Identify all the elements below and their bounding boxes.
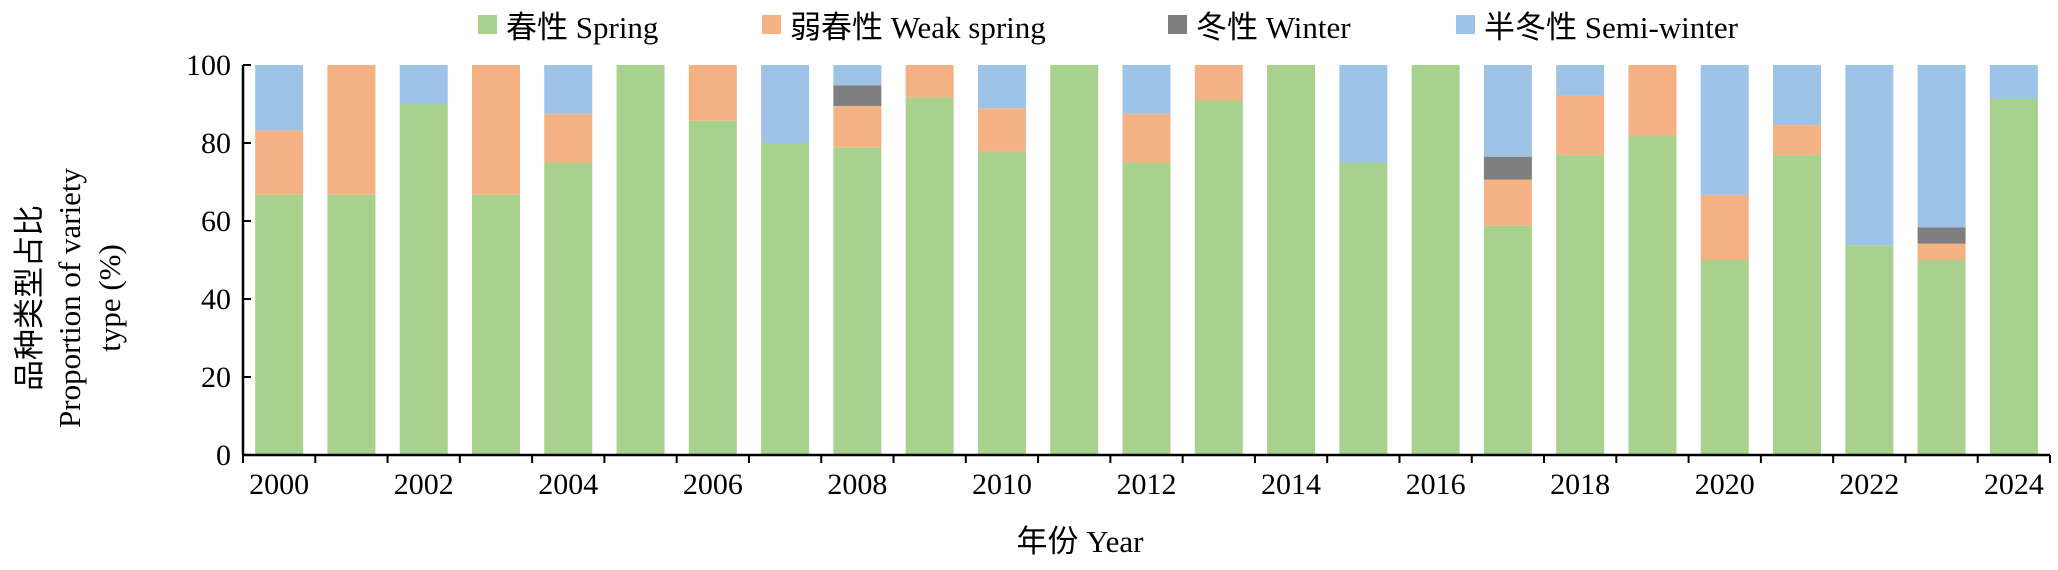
- bars: [255, 65, 2038, 456]
- bar-segment-2000-series-3: [255, 65, 304, 131]
- bar-segment-2001-series-0: [327, 194, 376, 455]
- bar-segment-2007-series-0: [761, 143, 810, 455]
- bar-segment-2004-series-0: [544, 162, 593, 455]
- bar-segment-2022-series-3: [1845, 65, 1894, 246]
- bar-segment-2023-series-3: [1917, 65, 1966, 228]
- x-tick-label-2012: 2012: [1117, 468, 1177, 501]
- bar-segment-2003-series-1: [471, 65, 520, 195]
- bar-segment-2012-series-1: [1122, 113, 1171, 163]
- bar-segment-2003-series-0: [471, 194, 520, 455]
- bar-segment-2000-series-1: [255, 130, 304, 195]
- bar-segment-2023-series-2: [1917, 227, 1966, 244]
- x-tick-label-2020: 2020: [1695, 468, 1755, 501]
- bar-segment-2010-series-0: [977, 151, 1026, 455]
- x-tick-label-2016: 2016: [1406, 468, 1466, 501]
- bar-segment-2019-series-0: [1628, 135, 1677, 456]
- legend-swatch-0: [478, 15, 497, 34]
- bar-segment-2016-series-0: [1411, 65, 1460, 455]
- axes: 0 20 40 60 80 100 2000 2002 2004 2006 2008 2010 2012…: [186, 49, 2051, 501]
- bar-segment-2013-series-0: [1194, 100, 1243, 456]
- x-tick-label-2022: 2022: [1839, 468, 1899, 501]
- legend-label-1: 弱春性 Weak spring: [790, 10, 1046, 45]
- y-axis-title-line2: Proportion of variety: [52, 168, 87, 429]
- bar-segment-2017-series-2: [1483, 156, 1532, 180]
- y-axis-title-line3: type (%): [92, 244, 127, 352]
- bar-segment-2018-series-3: [1556, 65, 1605, 96]
- bar-segment-2024-series-3: [1989, 65, 2038, 99]
- bar-segment-2000-series-0: [255, 194, 304, 455]
- bar-segment-2021-series-1: [1773, 125, 1822, 156]
- bar-segment-2017-series-3: [1483, 65, 1532, 157]
- bar-segment-2018-series-1: [1556, 95, 1605, 156]
- bar-segment-2008-series-2: [833, 85, 882, 106]
- bar-segment-2002-series-3: [399, 65, 448, 104]
- y-tick-label-20: 20: [201, 361, 231, 394]
- x-tick-label-2008: 2008: [827, 468, 887, 501]
- legend-swatch-2: [1168, 15, 1187, 34]
- bar-segment-2006-series-1: [688, 65, 737, 121]
- bar-segment-2014-series-0: [1267, 65, 1316, 455]
- bar-segment-2009-series-0: [905, 97, 954, 456]
- y-tick-label-60: 60: [201, 205, 231, 238]
- bar-segment-2015-series-0: [1339, 162, 1388, 455]
- y-axis-title: 品种类型占比 Proportion of variety type (%): [12, 168, 127, 429]
- bar-segment-2020-series-0: [1700, 260, 1749, 455]
- bar-segment-2011-series-0: [1050, 65, 1099, 455]
- x-tick-label-2004: 2004: [538, 468, 598, 501]
- bar-segment-2013-series-1: [1194, 65, 1243, 101]
- bar-segment-2004-series-1: [544, 113, 593, 163]
- bar-segment-2023-series-1: [1917, 243, 1966, 260]
- bar-segment-2020-series-1: [1700, 194, 1749, 260]
- y-tick-label-40: 40: [201, 283, 231, 316]
- bar-segment-2008-series-0: [833, 147, 882, 456]
- bar-segment-2024-series-0: [1989, 98, 2038, 456]
- bar-segment-2019-series-1: [1628, 65, 1677, 136]
- legend-label-0: 春性 Spring: [506, 10, 658, 45]
- y-tick-label-100: 100: [186, 49, 231, 82]
- x-tick-label-2006: 2006: [683, 468, 743, 501]
- bar-segment-2022-series-0: [1845, 245, 1894, 455]
- bar-segment-2007-series-3: [761, 65, 810, 143]
- legend: 春性 Spring 弱春性 Weak spring 冬性 Winter 半冬性 Sem…: [478, 10, 1739, 45]
- x-tick-label-2002: 2002: [394, 468, 454, 501]
- legend-swatch-3: [1456, 15, 1475, 34]
- bar-segment-2005-series-0: [616, 65, 665, 455]
- y-tick-label-0: 0: [216, 439, 231, 472]
- bar-segment-2021-series-3: [1773, 65, 1822, 126]
- x-axis-title: 年份 Year: [1017, 524, 1145, 559]
- bar-segment-2006-series-0: [688, 120, 737, 456]
- bar-segment-2023-series-0: [1917, 260, 1966, 455]
- bar-segment-2018-series-0: [1556, 155, 1605, 455]
- bar-segment-2015-series-3: [1339, 65, 1388, 163]
- bar-segment-2010-series-3: [977, 65, 1026, 109]
- x-tick-label-2000: 2000: [249, 468, 309, 501]
- bar-segment-2017-series-1: [1483, 179, 1532, 226]
- bar-segment-2012-series-3: [1122, 65, 1171, 114]
- x-tick-label-2010: 2010: [972, 468, 1032, 501]
- bar-segment-2020-series-3: [1700, 65, 1749, 195]
- legend-label-2: 冬性 Winter: [1196, 10, 1351, 45]
- bar-segment-2009-series-1: [905, 65, 954, 98]
- bar-segment-2008-series-3: [833, 65, 882, 86]
- bar-segment-2012-series-0: [1122, 162, 1171, 455]
- bar-segment-2001-series-1: [327, 65, 376, 195]
- x-tick-label-2024: 2024: [1984, 468, 2044, 501]
- x-tick-label-2014: 2014: [1261, 468, 1321, 501]
- bar-segment-2008-series-1: [833, 105, 882, 148]
- bar-segment-2004-series-3: [544, 65, 593, 114]
- bar-segment-2002-series-0: [399, 104, 448, 455]
- legend-swatch-1: [762, 15, 781, 34]
- bar-segment-2010-series-1: [977, 108, 1026, 152]
- y-axis-title-line1: 品种类型占比: [12, 205, 47, 391]
- y-tick-label-80: 80: [201, 127, 231, 160]
- x-tick-label-2018: 2018: [1550, 468, 1610, 501]
- legend-label-3: 半冬性 Semi-winter: [1484, 10, 1739, 45]
- bar-segment-2021-series-0: [1773, 155, 1822, 455]
- bar-segment-2017-series-0: [1483, 225, 1532, 455]
